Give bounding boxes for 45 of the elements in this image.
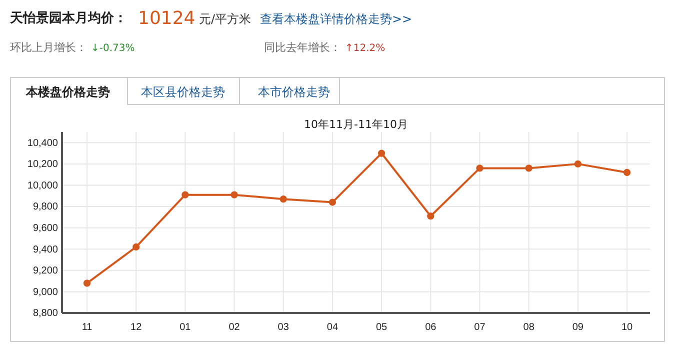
point [132, 243, 140, 251]
text: ↑12.2% [345, 43, 386, 54]
text: 本区县价格走势 [141, 85, 225, 99]
text: 天怡景园本月均价： [9, 10, 127, 26]
text: 环比上月增长： [10, 41, 87, 54]
y-tick-label: 9,400 [32, 244, 58, 256]
x-tick-label: 12 [130, 322, 142, 334]
point [574, 160, 582, 168]
text: 本市价格走势 [258, 85, 330, 99]
x-tick-label: 03 [278, 322, 290, 334]
point [182, 191, 189, 198]
point [280, 196, 287, 203]
point [476, 164, 484, 172]
point [328, 198, 336, 206]
point [525, 164, 532, 172]
y-tick-label: 9,600 [32, 223, 58, 234]
point [230, 191, 238, 198]
x-tick-label: 08 [523, 322, 535, 334]
y-tick-label: 9,200 [32, 266, 58, 277]
y-tick-label: 10,000 [27, 180, 58, 192]
x-tick-label: 11 [82, 322, 93, 334]
text: 本楼盘价格走势 [25, 85, 110, 99]
text: 同比去年增长： [264, 41, 341, 54]
point [378, 150, 386, 157]
x-tick-label: 07 [474, 322, 486, 334]
y-tick-label: 9,000 [32, 286, 58, 298]
chart-title: 10年11月-11年10月 [304, 118, 408, 131]
x-tick-label: 04 [326, 322, 338, 334]
text: 元/平方米 [199, 12, 252, 26]
point [427, 212, 434, 220]
x-tick-label: 09 [572, 322, 584, 334]
text: 查看本楼盘详情价格走势>> [260, 12, 412, 26]
y-tick-label: 10,400 [27, 138, 58, 149]
x-tick-label: 05 [376, 322, 388, 334]
x-tick-label: 06 [425, 322, 437, 334]
text: 10124 [138, 8, 196, 29]
y-tick-label: 10,200 [27, 159, 58, 170]
text: ↓-0.73% [91, 43, 135, 54]
x-tick-label: 10 [621, 322, 633, 334]
x-tick-label: 01 [180, 322, 192, 334]
y-tick-label: 9,800 [32, 202, 58, 213]
point [83, 280, 91, 287]
point [623, 168, 631, 176]
y-tick-label: 8,800 [32, 308, 58, 320]
x-tick-label: 02 [228, 322, 240, 334]
